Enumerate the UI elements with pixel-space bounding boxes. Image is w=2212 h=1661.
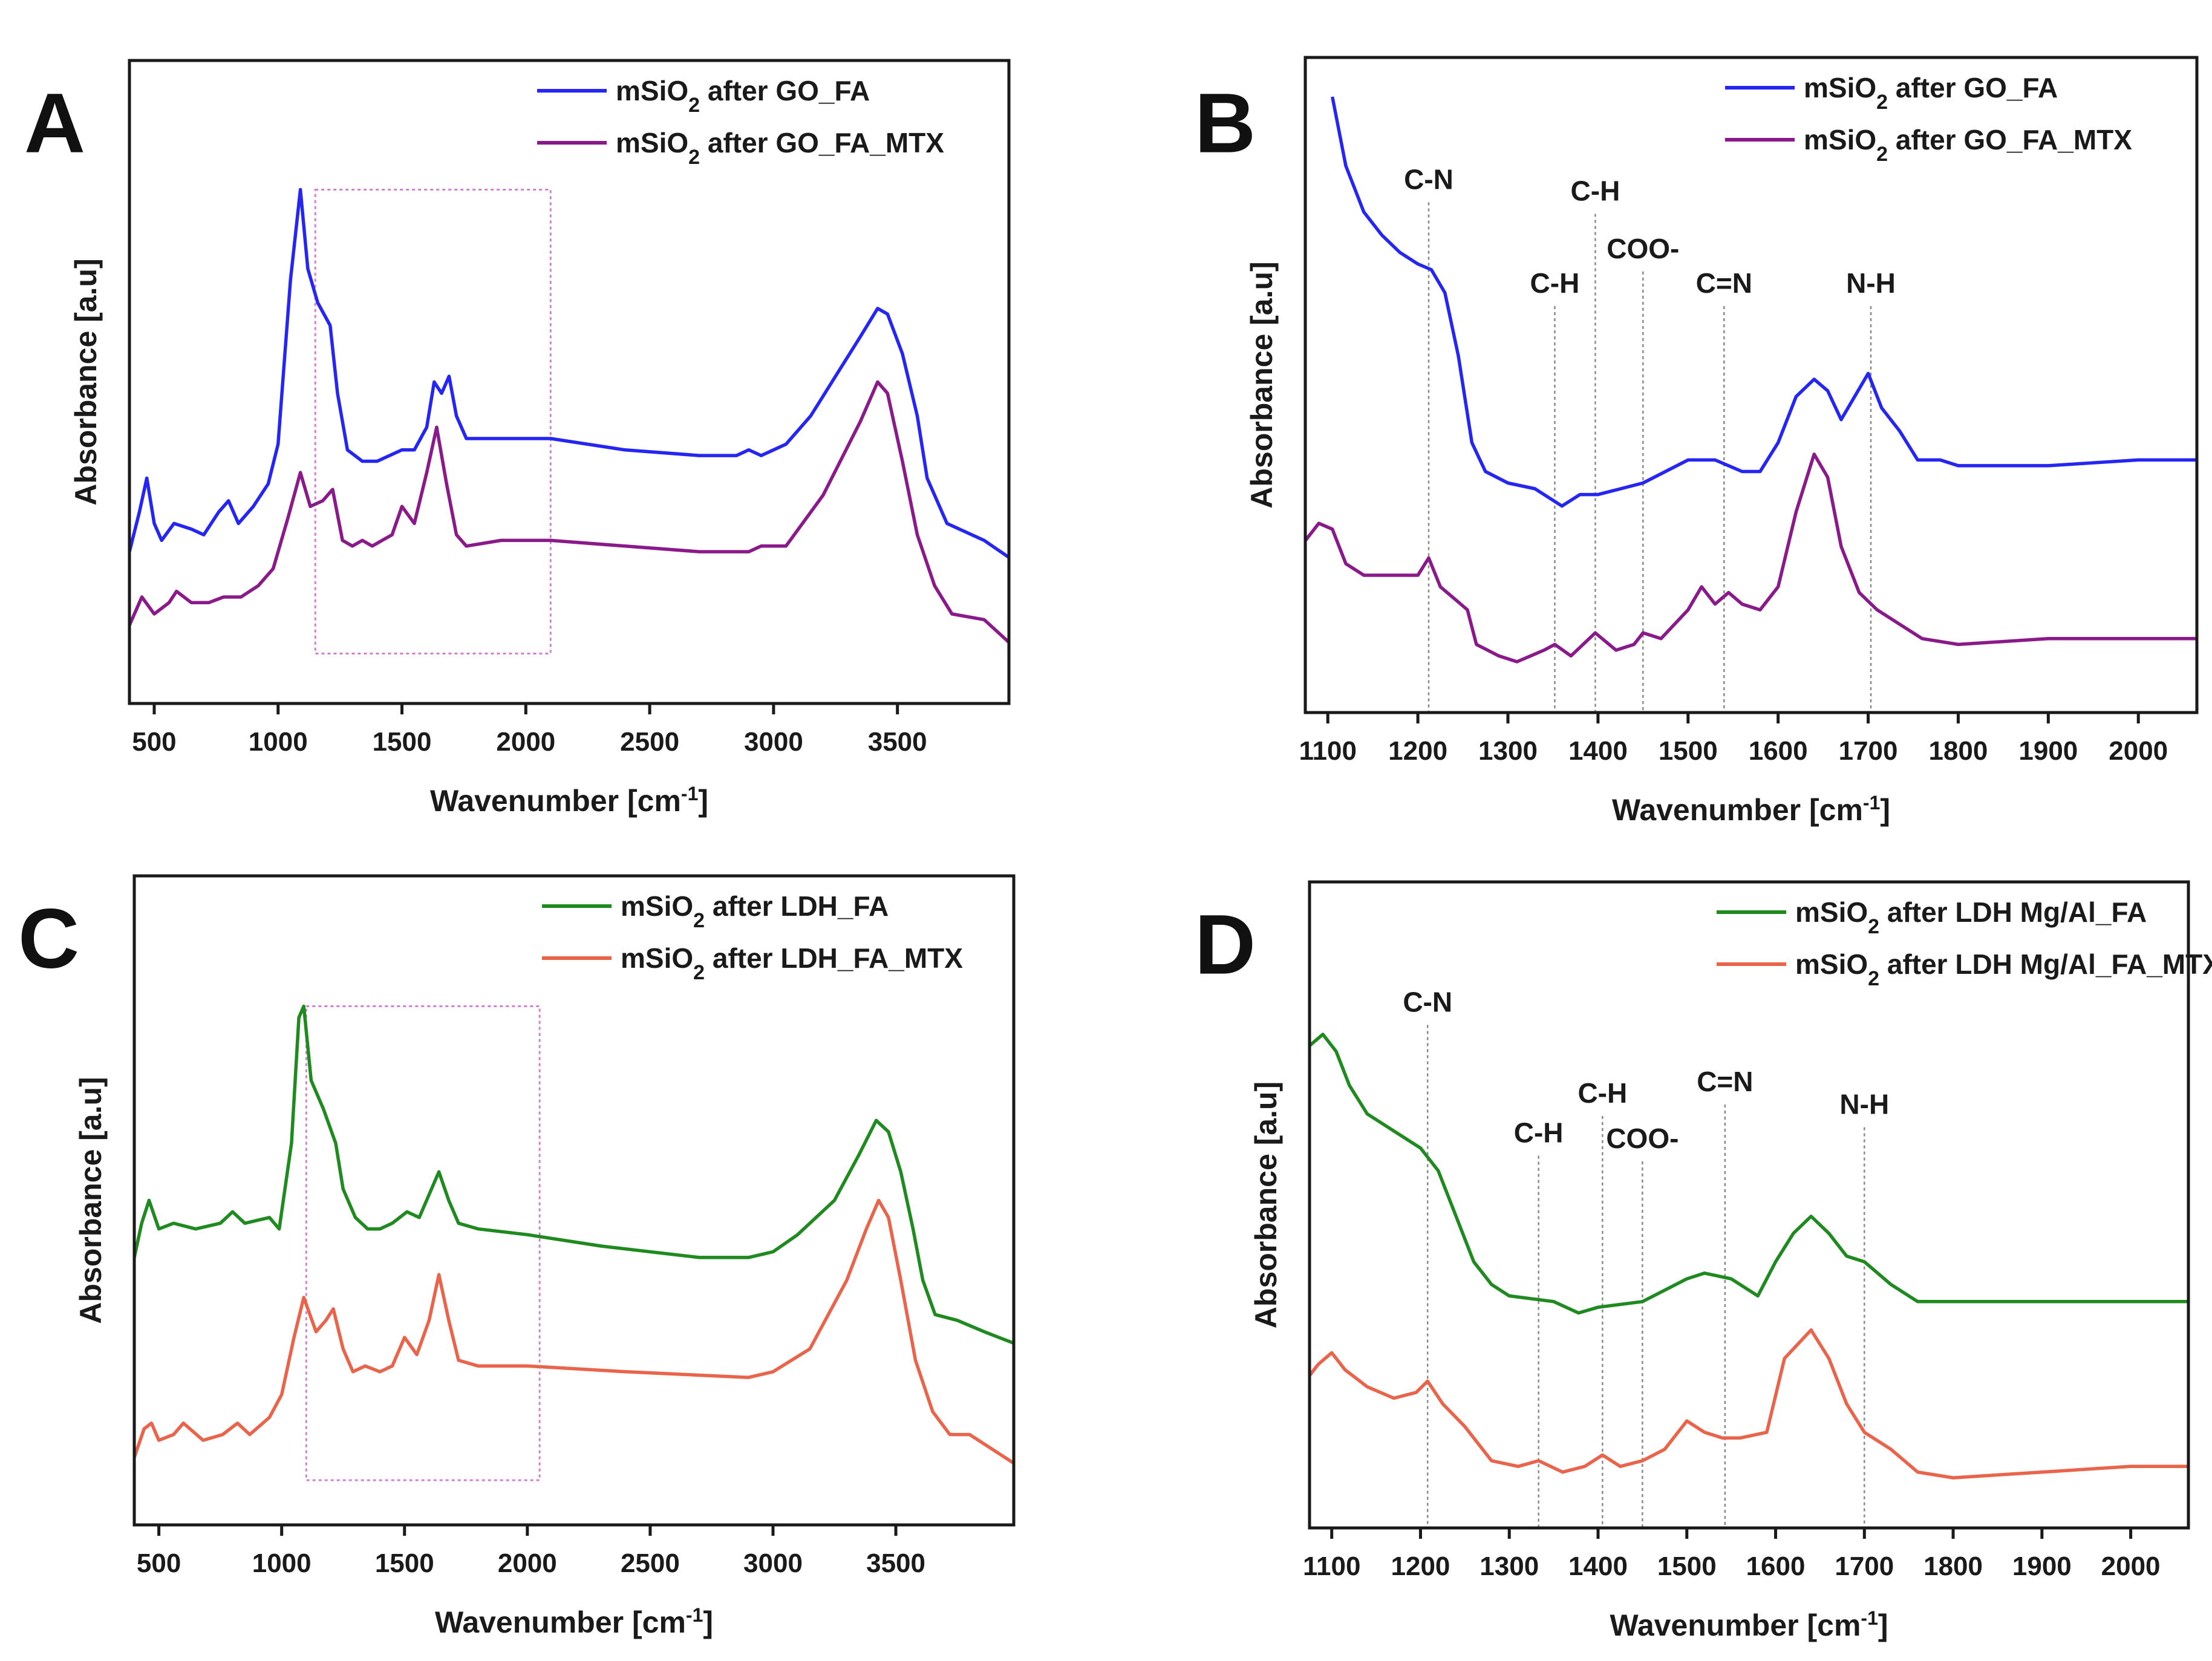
series-line-2	[134, 1198, 1014, 1465]
x-tick-label: 1600	[1749, 736, 1808, 766]
x-tick-label: 3500	[868, 727, 927, 757]
peak-label: C-N	[1403, 986, 1452, 1017]
peak-label: C=N	[1696, 267, 1752, 299]
plot-frame	[128, 59, 1011, 705]
y-axis-label: Absorbance [a.u]	[69, 258, 103, 505]
plot-frame	[132, 874, 1016, 1527]
x-tick-label: 500	[132, 727, 176, 757]
series-line-1	[129, 188, 1009, 559]
x-tick-label: 1100	[1299, 736, 1356, 766]
peak-label: C=N	[1697, 1066, 1753, 1097]
peak-label: N-H	[1846, 267, 1896, 299]
peak-label: C-H	[1514, 1117, 1564, 1149]
peak-label: COO-	[1606, 1123, 1679, 1154]
panel-d: D C-N C-H C-H COO- C=N N-H 1100 1200 1300 1400 1500…	[1195, 880, 2212, 1642]
x-tick-label: 500	[137, 1548, 181, 1578]
legend-entry: mSiO2 after GO_FA_MTX	[1804, 124, 2132, 166]
peak-label: C-H	[1577, 1077, 1627, 1109]
x-axis-label: Wavenumber [cm-1]	[435, 1604, 713, 1639]
panel-b: B C-N C-H C-H COO- C=N N-H 1100 1200 1300 1400 1500…	[1195, 56, 2199, 827]
x-tick-label: 1500	[375, 1548, 434, 1578]
series-line-1	[1331, 96, 2197, 508]
peak-label: C-N	[1404, 163, 1453, 195]
x-tick-label: 1200	[1391, 1552, 1450, 1581]
y-axis-label: Absorbance [a.u]	[1245, 261, 1279, 508]
x-tick-label: 3500	[866, 1548, 925, 1578]
zoom-region-box	[305, 1005, 541, 1481]
peak-label: COO-	[1607, 233, 1679, 264]
x-tick-label: 1000	[249, 727, 308, 757]
x-tick-label: 1400	[1568, 1552, 1628, 1581]
series-line-2	[1305, 452, 2197, 664]
x-tick-label: 1400	[1568, 736, 1628, 766]
panel-letter: D	[1195, 897, 1256, 992]
legend-entry: mSiO2 after LDH Mg/Al_FA	[1795, 896, 2147, 938]
panel-letter: B	[1195, 76, 1256, 171]
peak-label: N-H	[1839, 1089, 1889, 1120]
peak-label: C-H	[1571, 175, 1620, 207]
x-tick-label: 2000	[498, 1548, 557, 1578]
panel-a: A 500 1000 1500 2000 2500 3000 3500 Wavenumber […	[24, 59, 1011, 818]
x-tick-label: 1700	[1839, 736, 1898, 766]
x-tick-label: 2000	[496, 727, 555, 757]
x-tick-label: 2000	[2101, 1552, 2161, 1581]
plot-frame	[1308, 880, 2190, 1530]
x-tick-label: 2000	[2109, 736, 2168, 766]
y-axis-label: Absorbance [a.u]	[74, 1077, 108, 1323]
x-tick-label: 1500	[373, 727, 432, 757]
y-axis-label: Absorbance [a.u]	[1249, 1082, 1283, 1328]
x-tick-label: 1300	[1480, 1552, 1539, 1581]
x-tick-label: 1500	[1657, 1552, 1717, 1581]
x-axis-label: Wavenumber [cm-1]	[1610, 1607, 1888, 1642]
legend-entry: mSiO2 after LDH Mg/Al_FA_MTX	[1795, 948, 2212, 990]
x-tick-label: 1300	[1478, 736, 1538, 766]
x-axis-label: Wavenumber [cm-1]	[1612, 792, 1890, 827]
x-tick-label: 3000	[743, 1548, 803, 1578]
panel-c: C 500 1000 1500 2000 2500 3000 3500 Wavenumber […	[18, 874, 1016, 1639]
series-line-2	[129, 380, 1009, 644]
x-tick-label: 1800	[1923, 1552, 1983, 1581]
x-tick-label: 1700	[1835, 1552, 1894, 1581]
series-line-2	[1310, 1328, 2188, 1480]
x-tick-label: 2500	[620, 727, 679, 757]
series-line-1	[1310, 1033, 2188, 1315]
x-tick-label: 1800	[1928, 736, 1988, 766]
legend-entry: mSiO2 after LDH_FA	[621, 890, 889, 932]
x-tick-label: 1200	[1388, 736, 1447, 766]
x-tick-label: 1000	[252, 1548, 312, 1578]
legend-entry: mSiO2 after GO_FA_MTX	[616, 127, 944, 169]
x-axis-label: Wavenumber [cm-1]	[430, 783, 708, 818]
x-tick-label: 1500	[1659, 736, 1718, 766]
legend-entry: mSiO2 after LDH_FA_MTX	[621, 942, 963, 984]
zoom-region-box	[314, 188, 552, 655]
x-tick-label: 1900	[2018, 736, 2078, 766]
x-tick-label: 3000	[744, 727, 803, 757]
panel-letter: C	[18, 891, 79, 986]
series-line-1	[134, 1004, 1014, 1345]
legend-entry: mSiO2 after GO_FA	[1804, 72, 2058, 114]
peak-label: C-H	[1530, 267, 1580, 299]
panel-letter: A	[24, 76, 85, 171]
x-tick-label: 1100	[1303, 1552, 1360, 1581]
x-tick-label: 2500	[621, 1548, 680, 1578]
x-tick-label: 1900	[2012, 1552, 2072, 1581]
legend-entry: mSiO2 after GO_FA	[616, 75, 870, 117]
x-tick-label: 1600	[1746, 1552, 1806, 1581]
plot-frame	[1303, 56, 2199, 714]
